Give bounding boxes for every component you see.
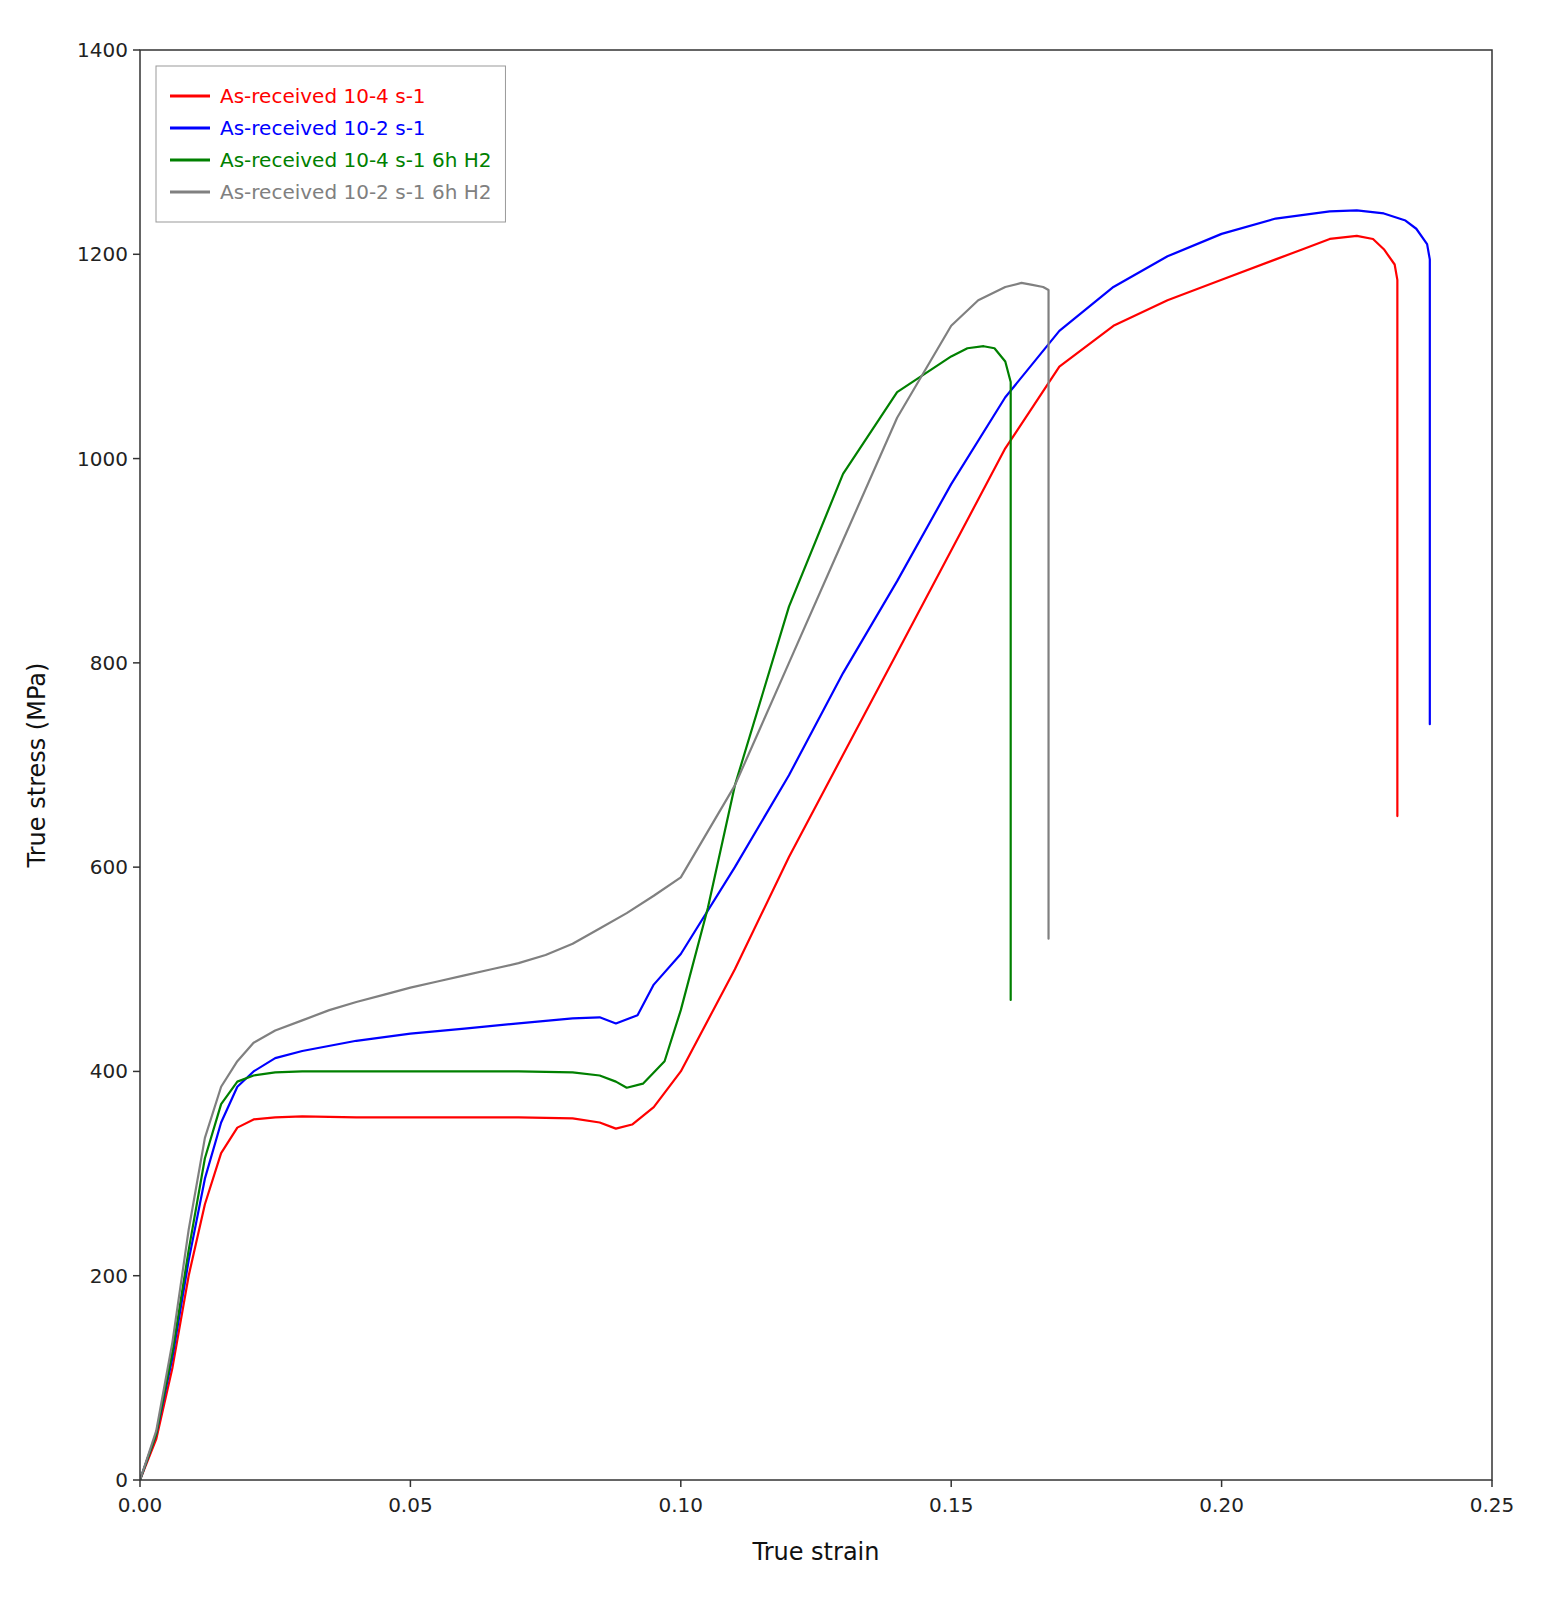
legend-handle (170, 127, 210, 130)
x-tick-label: 0.00 (118, 1493, 163, 1517)
x-tick-label: 0.10 (659, 1493, 704, 1517)
background (0, 0, 1542, 1600)
y-tick-label: 800 (90, 651, 128, 675)
legend-handle (170, 95, 210, 98)
series-line (140, 210, 1430, 1480)
x-tick (950, 1480, 952, 1487)
series-lines (140, 210, 1430, 1480)
series-line (140, 283, 1049, 1480)
legend-box (156, 66, 505, 222)
x-tick (1491, 1480, 1493, 1487)
plot-frame (140, 50, 1492, 1480)
legend-handle (170, 159, 210, 162)
legend: As-received 10-4 s-1 As-received 10-2 s-1… (156, 66, 505, 222)
y-tick (133, 662, 140, 664)
x-axis-label: True strain (752, 1538, 880, 1566)
x-tick (410, 1480, 412, 1487)
y-tick-label: 600 (90, 855, 128, 879)
y-tick (133, 254, 140, 256)
x-tick (1221, 1480, 1223, 1487)
x-tick (139, 1480, 141, 1487)
y-tick (133, 1071, 140, 1073)
y-tick-label: 1400 (77, 38, 128, 62)
y-tick-label: 200 (90, 1264, 128, 1288)
y-tick-label: 1200 (77, 242, 128, 266)
y-tick (133, 866, 140, 868)
series-line (140, 346, 1011, 1480)
x-tick-label: 0.20 (1199, 1493, 1244, 1517)
series-line (140, 236, 1397, 1480)
legend-label: As-received 10-4 s-1 6h H2 (220, 148, 491, 172)
x-tick-label: 0.05 (388, 1493, 433, 1517)
axes: 0.00 0.05 0.10 0.15 0.20 0.25 0 200 400 600 800 100… (77, 38, 1514, 1517)
chart: 0.00 0.05 0.10 0.15 0.20 0.25 0 200 400 600 800 100… (0, 0, 1542, 1600)
y-tick-label: 0 (115, 1468, 128, 1492)
y-tick (133, 1479, 140, 1481)
y-tick-label: 1000 (77, 447, 128, 471)
legend-label: As-received 10-2 s-1 (220, 116, 426, 140)
legend-label: As-received 10-2 s-1 6h H2 (220, 180, 491, 204)
y-tick (133, 458, 140, 460)
y-tick (133, 1275, 140, 1277)
y-tick (133, 49, 140, 51)
y-axis-label: True stress (MPa) (23, 663, 51, 869)
x-tick-label: 0.25 (1470, 1493, 1515, 1517)
legend-handle (170, 191, 210, 194)
legend-label: As-received 10-4 s-1 (220, 84, 426, 108)
x-tick-label: 0.15 (929, 1493, 974, 1517)
x-tick (680, 1480, 682, 1487)
page: {"chart_data": { "type": "line", "xlabel… (0, 0, 1542, 1600)
y-tick-label: 400 (90, 1059, 128, 1083)
